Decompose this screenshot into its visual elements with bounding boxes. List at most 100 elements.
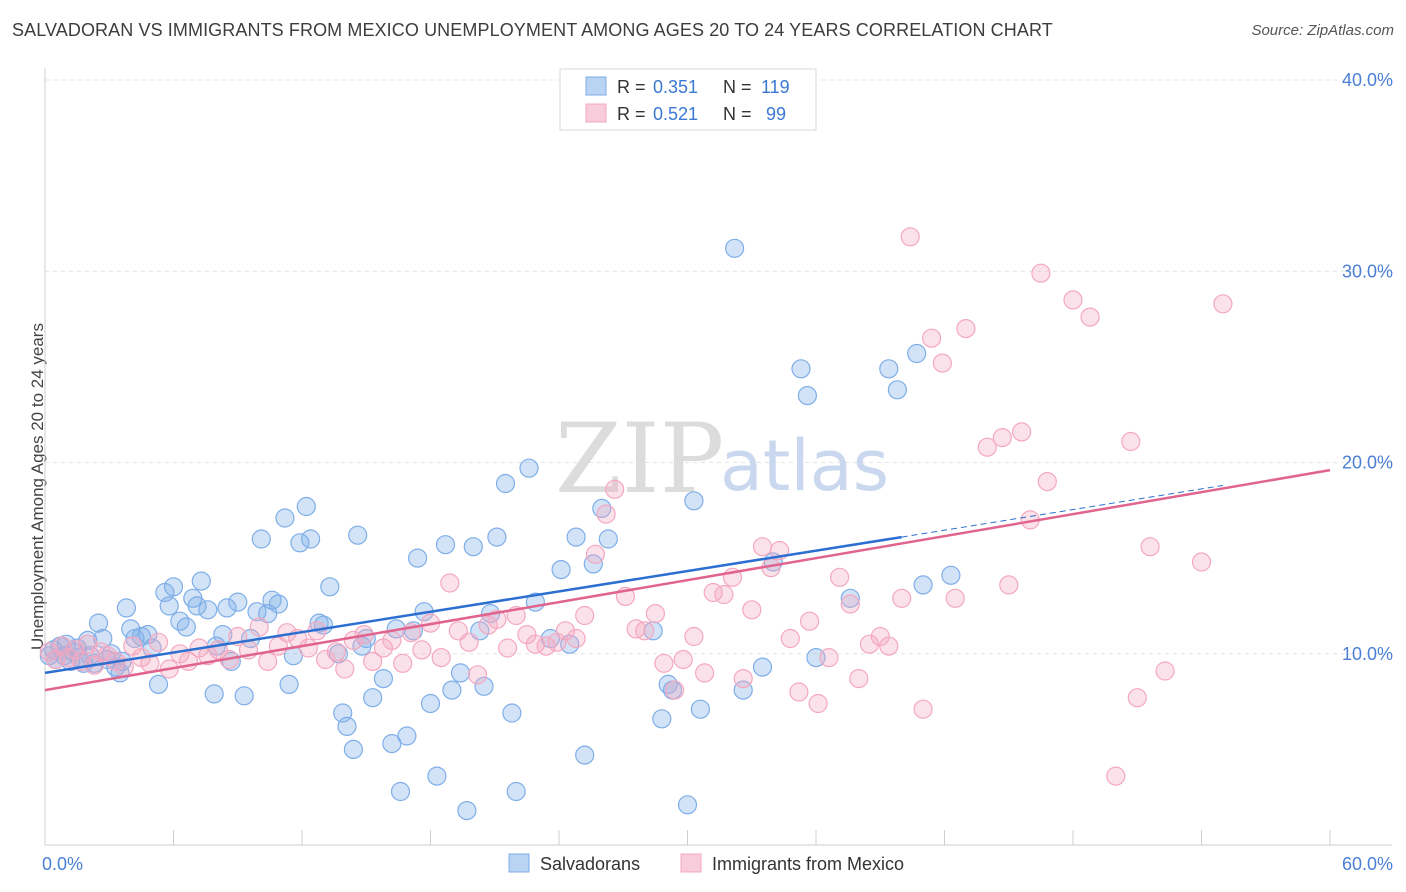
- mexico-point: [829, 567, 850, 587]
- salvadorans-point: [427, 766, 447, 786]
- mexico-point: [645, 603, 666, 624]
- mexico-point: [635, 621, 655, 641]
- salvadorans-point: [228, 592, 248, 612]
- salvadorans-point: [204, 684, 224, 704]
- salvadorans-point: [163, 577, 184, 597]
- mexico-point: [65, 640, 85, 660]
- mexico-point: [148, 632, 169, 652]
- salvadorans-point: [176, 617, 196, 637]
- legend-n-value-2: 99: [766, 104, 786, 124]
- salvadorans-point: [191, 571, 211, 591]
- mexico-point: [913, 699, 933, 719]
- salvadorans-point: [337, 716, 357, 737]
- salvadorans-point: [198, 600, 218, 620]
- legend-r-value-1: 0.351: [653, 77, 698, 97]
- salvadorans-point: [583, 554, 603, 574]
- y-tick-label: 30.0%: [1342, 261, 1393, 281]
- mexico-point: [326, 642, 346, 662]
- salvadorans-point: [797, 386, 818, 406]
- salvadorans-point: [677, 795, 698, 815]
- trend-line-salvadorans-extension: [901, 484, 1223, 538]
- mexico-point: [956, 319, 976, 339]
- bottom-swatch-salvadorans: [508, 853, 530, 873]
- salvadorans-point: [420, 693, 441, 714]
- mexico-point: [258, 651, 278, 672]
- salvadorans-point: [382, 733, 402, 754]
- legend-n-value-1: 119: [761, 77, 790, 97]
- mexico-point: [780, 628, 800, 649]
- salvadorans-point: [724, 238, 745, 258]
- gridlines: [45, 79, 1392, 655]
- mexico-point: [468, 665, 488, 685]
- salvadorans-point: [907, 343, 927, 364]
- stats-legend: R = 0.351 N = 119 R = 0.521 N = 99: [559, 68, 817, 131]
- mexico-point: [382, 630, 402, 651]
- salvadorans-point: [463, 537, 483, 557]
- mexico-point: [596, 504, 616, 524]
- mexico-point: [58, 647, 79, 668]
- mexico-point: [932, 353, 953, 373]
- mexico-point: [684, 626, 704, 647]
- x-tick-label-max: 60.0%: [1342, 854, 1393, 874]
- mexico-point: [585, 544, 606, 564]
- salvadorans-point: [652, 709, 672, 729]
- mexico-point: [654, 653, 674, 673]
- mexico-point: [335, 659, 355, 679]
- chart-title: SALVADORAN VS IMMIGRANTS FROM MEXICO UNE…: [12, 20, 1053, 40]
- mexico-point: [498, 638, 518, 658]
- mexico-point: [752, 537, 773, 557]
- salvadorans-point: [290, 533, 310, 553]
- mexico-point: [789, 682, 809, 702]
- salvadorans-point: [684, 491, 704, 511]
- legend-n-label-2: N =: [723, 104, 752, 124]
- mexico-point: [694, 663, 715, 683]
- mexico-point: [1121, 431, 1141, 452]
- salvadorans-point: [502, 703, 522, 723]
- mexico-point: [363, 651, 383, 672]
- series-salvadorans-points: [39, 238, 961, 821]
- mexico-point: [992, 428, 1012, 448]
- mexico-point: [733, 668, 753, 689]
- salvadorans-point: [116, 598, 137, 618]
- salvadorans-point: [275, 508, 295, 528]
- salvadorans-point: [343, 739, 363, 760]
- legend-r-label-1: R =: [617, 77, 646, 97]
- mexico-point: [879, 636, 899, 656]
- mexico-point: [945, 588, 965, 608]
- mexico-point: [412, 640, 432, 660]
- mexico-point: [431, 647, 451, 668]
- mexico-point: [799, 611, 820, 631]
- salvadorans-point: [733, 680, 753, 700]
- watermark-zip: ZIP: [555, 403, 724, 515]
- mexico-point: [977, 437, 997, 457]
- mexico-point: [575, 605, 595, 626]
- mexico-point: [1037, 472, 1057, 492]
- mexico-point: [249, 617, 269, 637]
- mexico-point: [298, 638, 318, 658]
- salvadorans-point: [268, 594, 288, 614]
- salvadorans-point: [506, 781, 526, 802]
- salvadorans-point: [551, 559, 571, 580]
- salvadorans-point: [159, 596, 179, 616]
- mexico-point: [1106, 766, 1126, 786]
- mexico-point: [673, 649, 693, 670]
- mexico-point: [840, 594, 860, 614]
- salvadorans-point: [187, 596, 207, 616]
- mexico-point: [1031, 263, 1051, 283]
- salvadorans-point: [363, 688, 383, 708]
- watermark-atlas: atlas: [720, 425, 889, 507]
- salvadorans-point: [566, 527, 586, 547]
- salvadorans-point: [320, 577, 340, 597]
- mexico-point: [999, 575, 1019, 595]
- mexico-point: [440, 573, 460, 593]
- mexico-point: [1063, 290, 1083, 310]
- watermark: ZIP atlas: [555, 403, 889, 515]
- series-legend: Salvadorans Immigrants from Mexico: [508, 853, 904, 874]
- salvadorans-point: [442, 680, 462, 700]
- salvadorans-point: [397, 726, 417, 746]
- axes: [44, 68, 1392, 846]
- mexico-point: [536, 636, 556, 656]
- mexico-point: [393, 653, 413, 673]
- mexico-point: [900, 227, 920, 247]
